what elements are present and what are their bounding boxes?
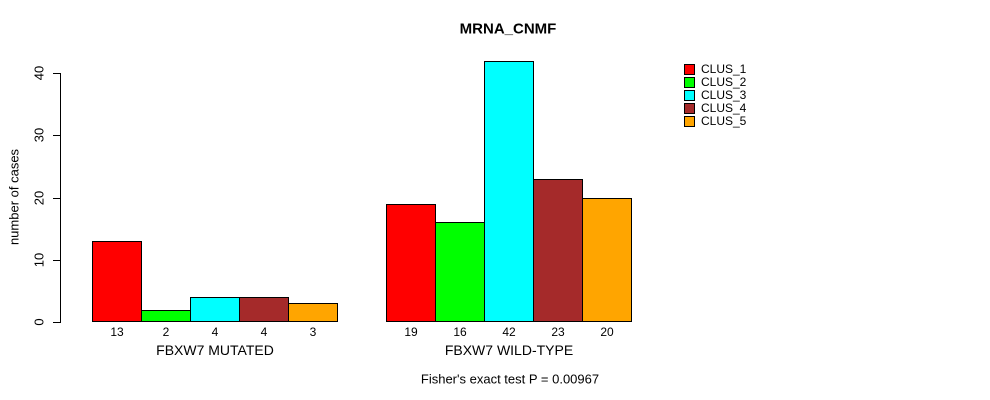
legend-item: CLUS_5 <box>684 115 746 128</box>
bar <box>288 303 338 322</box>
bar <box>190 297 240 322</box>
bar-value-label: 19 <box>404 325 418 339</box>
legend-swatch-icon <box>684 116 695 127</box>
bar <box>484 60 534 322</box>
bar-value-label: 4 <box>260 325 268 339</box>
legend-swatch-icon <box>684 103 695 114</box>
y-axis-tick-label: 20 <box>31 190 47 205</box>
legend-swatch-icon <box>684 77 695 88</box>
bar-value-label: 3 <box>309 325 317 339</box>
y-axis-tick-label: 0 <box>31 318 47 326</box>
legend-item: CLUS_1 <box>684 63 746 76</box>
legend-item: CLUS_4 <box>684 102 746 115</box>
bar <box>141 309 191 322</box>
group-label: FBXW7 MUTATED <box>156 342 274 358</box>
group-label: FBXW7 WILD-TYPE <box>444 342 574 358</box>
bar <box>92 241 142 322</box>
bar-value-label: 20 <box>600 325 614 339</box>
legend-label: CLUS_3 <box>701 88 747 102</box>
legend-swatch-icon <box>684 64 695 75</box>
legend: CLUS_1 CLUS_2 CLUS_3 CLUS_4 CLUS_5 <box>684 63 746 128</box>
fisher-test-annotation: Fisher's exact test P = 0.00967 <box>420 371 600 387</box>
y-axis-tick <box>53 322 61 323</box>
y-axis-tick <box>53 73 61 74</box>
bar-value-label: 42 <box>502 325 516 339</box>
y-axis-tick-label: 40 <box>31 65 47 81</box>
legend-label: CLUS_2 <box>701 75 747 89</box>
y-axis-tick <box>53 135 61 137</box>
bar <box>533 178 583 322</box>
bar-value-label: 13 <box>110 325 124 339</box>
legend-item: CLUS_2 <box>684 76 746 89</box>
legend-label: CLUS_5 <box>701 114 747 128</box>
legend-label: CLUS_1 <box>701 62 747 76</box>
legend-item: CLUS_3 <box>684 89 746 102</box>
y-axis-tick-label: 10 <box>31 252 47 267</box>
legend-label: CLUS_4 <box>701 101 747 115</box>
y-axis-tick <box>53 197 61 199</box>
bar-value-label: 23 <box>551 325 565 339</box>
bar-value-label: 16 <box>453 325 467 339</box>
bar <box>582 197 632 322</box>
y-axis-tick <box>53 259 61 261</box>
bar-value-label: 4 <box>211 325 219 339</box>
bar <box>435 222 485 322</box>
legend-swatch-icon <box>684 90 695 101</box>
bar <box>386 203 436 322</box>
bar-value-label: 2 <box>162 325 170 339</box>
bar <box>239 297 289 322</box>
chart-title: MRNA_CNMF <box>459 20 557 38</box>
y-axis-title: number of cases <box>6 148 22 246</box>
y-axis-tick-label: 30 <box>31 128 47 143</box>
